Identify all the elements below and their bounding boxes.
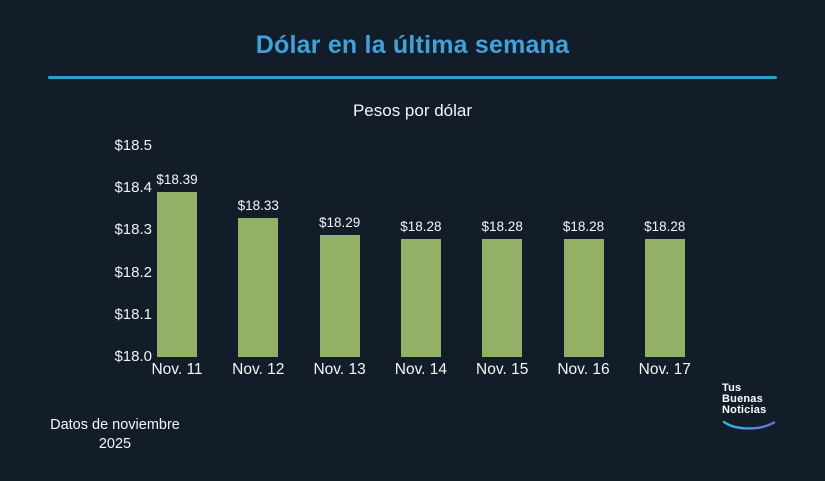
x-axis-label: Nov. 11 (151, 361, 203, 378)
brand-logo: Tus Buenas Noticias (722, 383, 782, 432)
bar-value-label: $18.33 (237, 197, 279, 213)
logo-line1: Tus (722, 382, 742, 394)
bar-nov-17 (644, 238, 685, 357)
title-divider (48, 76, 777, 79)
bar-value-label: $18.28 (400, 218, 442, 234)
y-axis-tick-label: $18.2 (114, 263, 152, 281)
footnote-line1: Datos de noviembre (50, 417, 180, 433)
x-axis-label: Nov. 12 (232, 361, 285, 378)
page-title: Dólar en la última semana (255, 31, 570, 59)
bar-nov-16 (563, 238, 604, 357)
x-axis-label: Nov. 13 (313, 361, 366, 378)
bar-value-label: $18.39 (156, 172, 198, 188)
bar-value-label: $18.28 (481, 218, 523, 234)
x-axis-label: Nov. 14 (394, 361, 448, 378)
y-axis-tick-label: $18.0 (114, 348, 152, 365)
y-axis-tick-label: $18.3 (114, 221, 152, 239)
footnote: Datos de noviembre 2025 (48, 416, 182, 453)
x-axis-label: Nov. 16 (557, 361, 610, 378)
y-axis-tick-label: $18.1 (114, 305, 152, 323)
y-axis-tick-label: $18.4 (114, 179, 152, 197)
bar-nov-12 (238, 217, 279, 357)
x-axis-label: Nov. 15 (476, 361, 529, 378)
bar-nov-14 (400, 238, 441, 357)
footnote-line2: 2025 (98, 435, 132, 452)
logo-line2: Buenas (722, 393, 763, 405)
bar-value-label: $18.29 (318, 214, 361, 230)
logo-line3: Noticias (722, 404, 767, 416)
bar-nov-15 (482, 238, 523, 357)
bar-nov-11 (157, 192, 197, 357)
bar-nov-13 (319, 234, 360, 357)
bar-value-label: $18.28 (562, 218, 605, 234)
brand-logo-text: Tus Buenas Noticias (722, 383, 782, 416)
logo-swoosh-icon (722, 420, 776, 430)
x-axis-label: Nov. 17 (638, 361, 691, 378)
bar-value-label: $18.28 (644, 218, 686, 234)
y-axis-tick-label: $18.5 (114, 137, 152, 154)
chart-subtitle: Pesos por dólar (352, 101, 473, 120)
